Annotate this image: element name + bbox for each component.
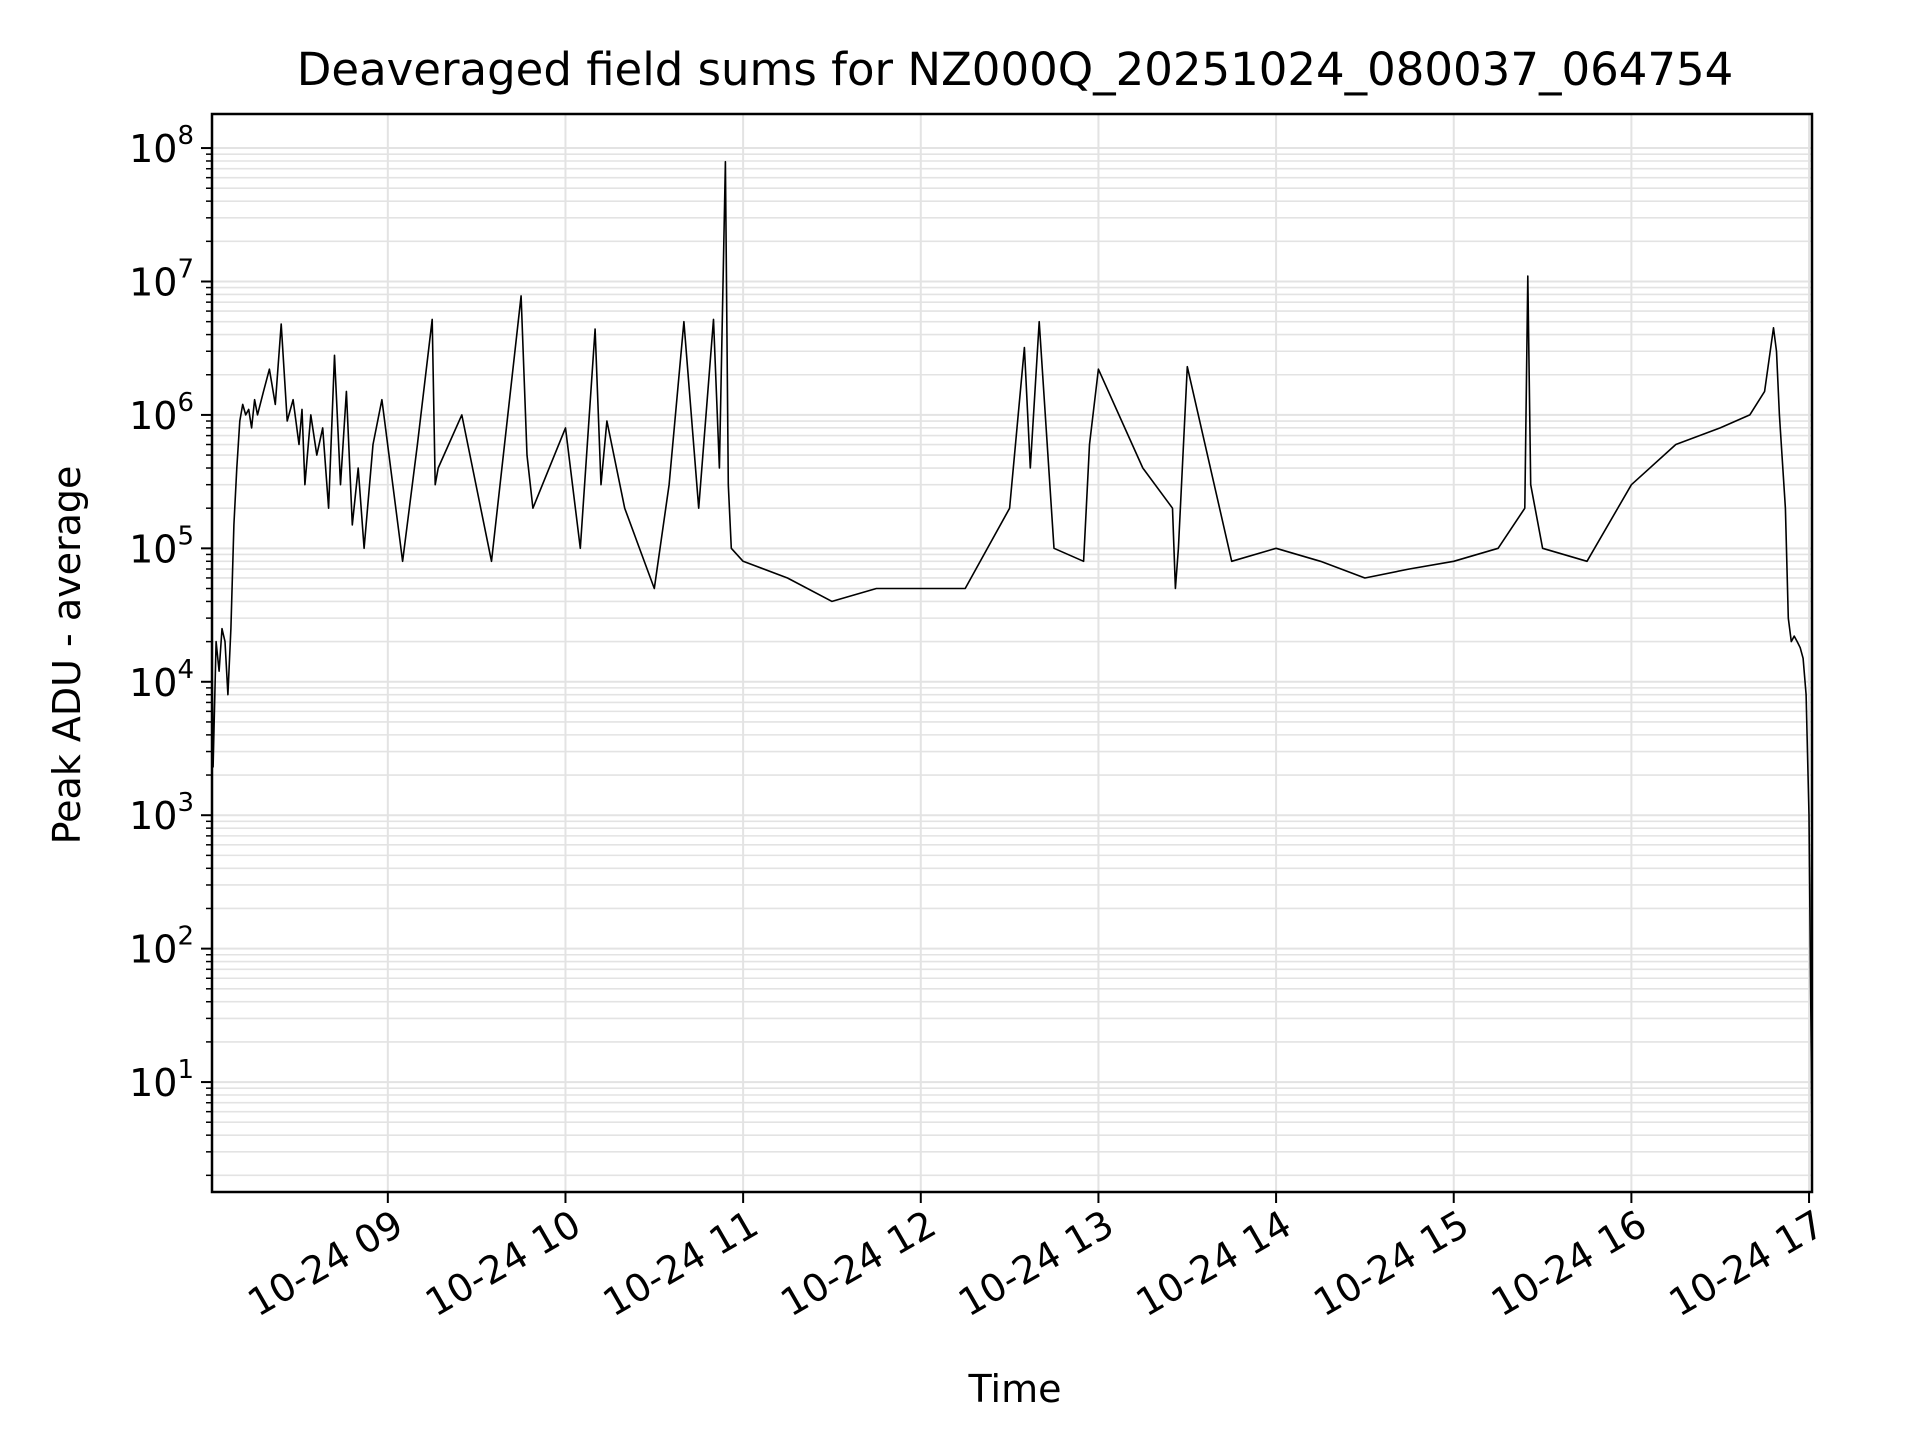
y-tick-label-base: 10 [129,394,177,438]
y-tick-label-exponent: 6 [177,388,194,418]
y-tick-label-base: 10 [129,928,177,972]
grid-layer [212,114,1812,1192]
y-tick-label-base: 10 [129,1061,177,1105]
line-layer [211,160,1813,1136]
y-tick-label-base: 10 [129,127,177,171]
plot-frame [210,112,1814,1194]
y-tick-label-exponent: 4 [177,655,194,685]
y-tick-label-base: 10 [129,661,177,705]
y-tick-label-exponent: 8 [177,121,194,151]
y-tick-label-base: 10 [129,260,177,304]
x-axis-label: Time [968,1367,1062,1411]
y-tick-label-base: 10 [129,527,177,571]
y-tick-label-base: 10 [129,794,177,838]
y-tick-label: 101 [129,1055,194,1105]
y-tick-label-exponent: 1 [177,1055,194,1085]
y-tick-label-exponent: 5 [177,521,194,551]
y-tick-label-exponent: 2 [177,922,194,952]
chart-title: Deaveraged field sums for NZ000Q_2025102… [297,43,1733,96]
series-line [211,160,1813,1136]
y-tick-label: 102 [129,922,194,972]
y-tick-label: 104 [129,655,194,705]
y-tick-label: 108 [129,121,194,171]
y-tick-label: 106 [129,388,194,438]
y-tick-label-exponent: 3 [177,788,194,818]
y-tick-label: 103 [129,788,194,838]
y-axis-label: Peak ADU - average [45,466,89,845]
y-tick-label: 105 [129,521,194,571]
y-tick-label: 107 [129,254,194,304]
y-tick-label-exponent: 7 [177,254,194,284]
